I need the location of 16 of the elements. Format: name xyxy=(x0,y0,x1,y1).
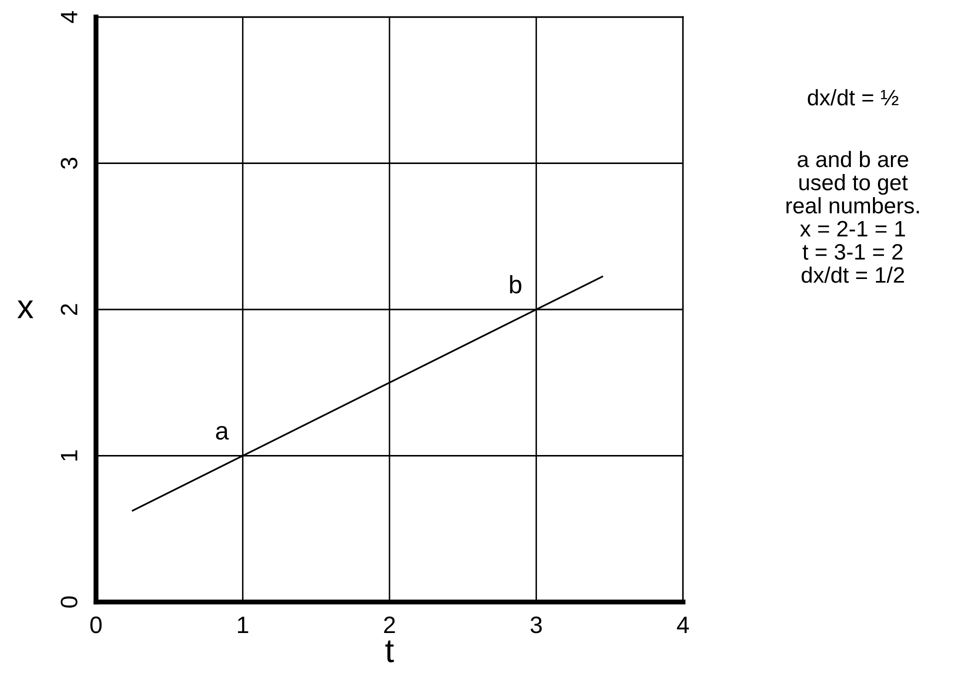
y-tick-label: 4 xyxy=(60,11,78,24)
x-tick-label: 3 xyxy=(530,616,542,634)
y-tick-label: 1 xyxy=(60,450,78,461)
y-tick-label: 0 xyxy=(60,596,78,608)
y-axis-title: x xyxy=(17,300,34,318)
x-tick-label: 1 xyxy=(238,616,248,633)
x-tick-label: 4 xyxy=(676,616,689,633)
text: dx/dt = ½ xyxy=(808,89,898,106)
x-tick-label: 2 xyxy=(384,616,395,633)
y-tick-label: 3 xyxy=(60,158,78,169)
x-axis-title: t xyxy=(385,640,394,662)
x-tick-label: 0 xyxy=(90,616,102,634)
text: a and b are used to get real numbers. x = 2-1 = 1 t = 3-1 = 2 dx/dt = 1/2 xyxy=(786,150,919,283)
annotation: a xyxy=(216,426,229,440)
y-tick-label: 2 xyxy=(60,304,78,315)
annotation: b xyxy=(510,275,522,294)
